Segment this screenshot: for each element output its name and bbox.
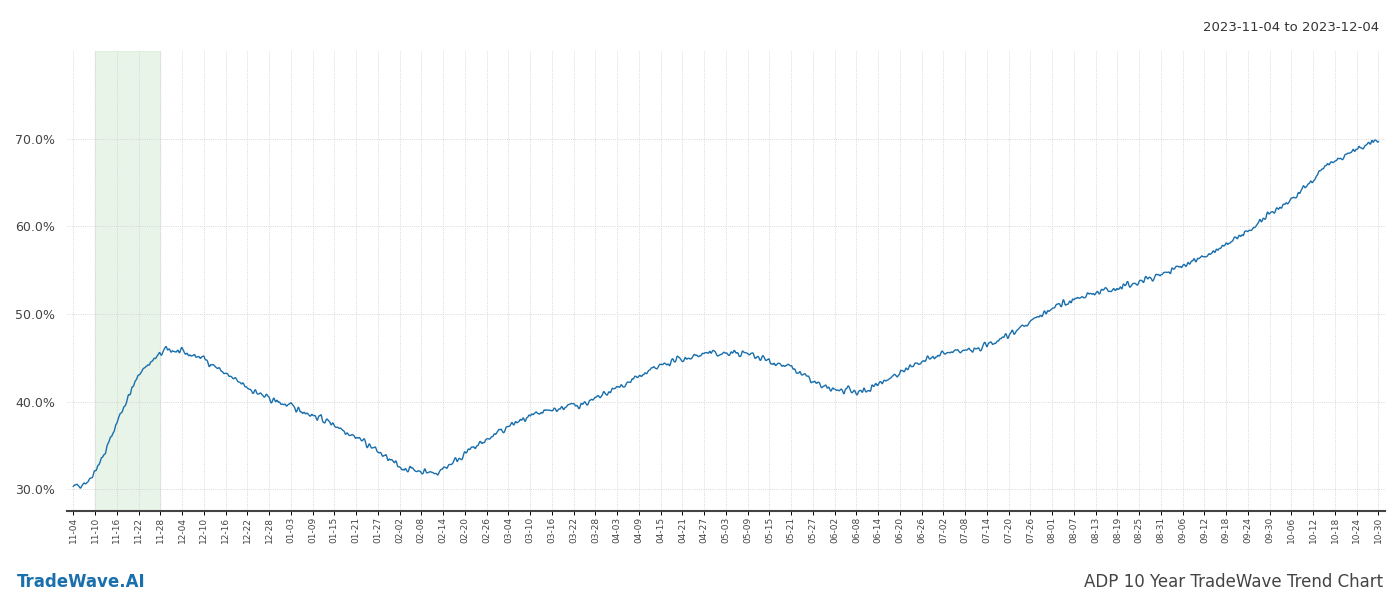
Text: TradeWave.AI: TradeWave.AI: [17, 573, 146, 591]
Text: ADP 10 Year TradeWave Trend Chart: ADP 10 Year TradeWave Trend Chart: [1084, 573, 1383, 591]
Text: 2023-11-04 to 2023-12-04: 2023-11-04 to 2023-12-04: [1203, 21, 1379, 34]
Bar: [95, 51, 161, 511]
